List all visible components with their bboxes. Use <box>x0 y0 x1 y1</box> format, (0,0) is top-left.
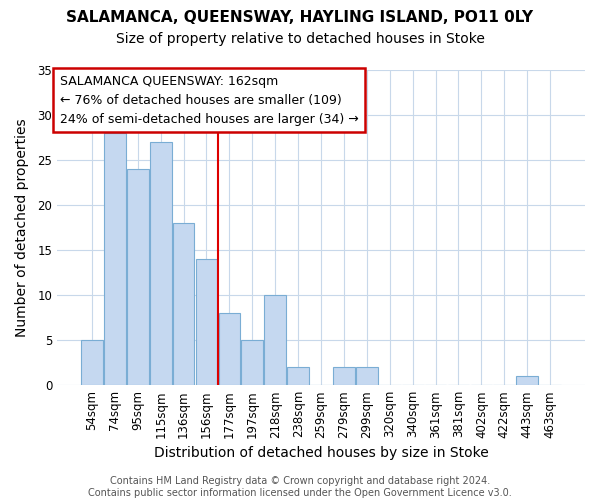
Text: Contains HM Land Registry data © Crown copyright and database right 2024.
Contai: Contains HM Land Registry data © Crown c… <box>88 476 512 498</box>
Bar <box>241 340 263 385</box>
Text: SALAMANCA, QUEENSWAY, HAYLING ISLAND, PO11 0LY: SALAMANCA, QUEENSWAY, HAYLING ISLAND, PO… <box>67 10 533 25</box>
Text: Size of property relative to detached houses in Stoke: Size of property relative to detached ho… <box>116 32 484 46</box>
Bar <box>104 133 126 385</box>
Text: SALAMANCA QUEENSWAY: 162sqm
← 76% of detached houses are smaller (109)
24% of se: SALAMANCA QUEENSWAY: 162sqm ← 76% of det… <box>60 74 358 126</box>
Bar <box>333 367 355 385</box>
Bar <box>356 367 378 385</box>
Bar <box>173 223 194 385</box>
Bar <box>287 367 309 385</box>
Bar <box>265 295 286 385</box>
X-axis label: Distribution of detached houses by size in Stoke: Distribution of detached houses by size … <box>154 446 488 460</box>
Bar <box>218 313 240 385</box>
Bar <box>196 259 217 385</box>
Y-axis label: Number of detached properties: Number of detached properties <box>15 118 29 337</box>
Bar <box>127 169 149 385</box>
Bar <box>81 340 103 385</box>
Bar <box>517 376 538 385</box>
Bar <box>150 142 172 385</box>
